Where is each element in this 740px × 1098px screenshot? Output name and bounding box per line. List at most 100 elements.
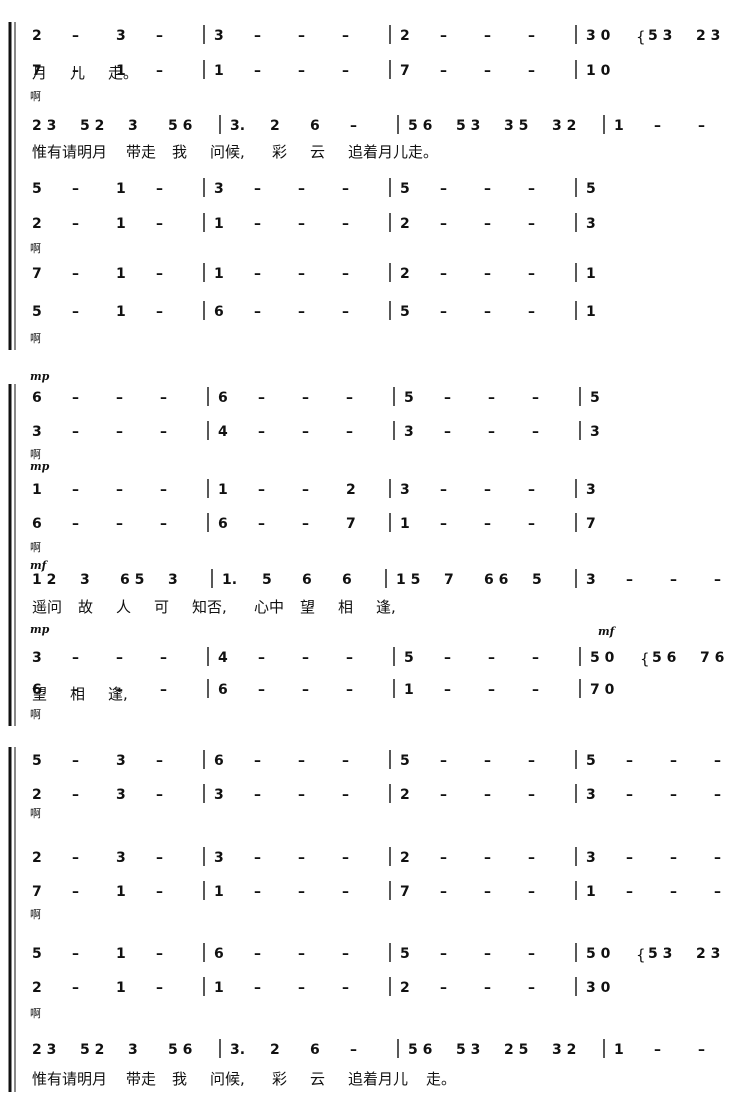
dash-mark: – [254,216,261,232]
hum-syllable: 啊 [30,242,41,255]
note-token: 2 3 [32,1042,56,1058]
note-token: 2 [270,118,280,134]
dash-mark: – [156,884,163,900]
dash-mark: – [342,28,349,44]
dash-mark: – [440,63,447,79]
dash-mark: – [72,28,79,44]
note-token: 1 [116,181,126,197]
note-token: 2 [400,850,410,866]
note-token: 1 [614,1042,624,1058]
dash-mark: – [440,482,447,498]
systems: 2 – 3 – 3 – – – 2 – – – 3 0 {5 3 2 3 1 7 – 1 – 1 – – – 7 – – – 1 0 月 儿… [8,22,724,1092]
note-token: 5 [32,946,42,962]
dash-mark: – [302,390,309,406]
dash-mark: – [342,946,349,962]
dash-mark: – [484,28,491,44]
dash-mark: – [156,181,163,197]
dash-mark: – [528,850,535,866]
dash-mark: – [440,980,447,996]
dash-mark: – [528,63,535,79]
dash-mark: – [160,516,167,532]
note-token: 1 [218,482,228,498]
dash-mark: – [342,216,349,232]
note-token: 2 3 [32,118,56,134]
dash-mark: – [670,787,677,803]
lyric-text: 追着月儿 [348,1070,408,1088]
note-token: 6 [214,304,224,320]
note-token: 5 6 [652,650,676,666]
note-token: 6 [218,516,228,532]
dash-mark: – [346,424,353,440]
dash-mark: – [714,884,721,900]
note-token: 1 [116,266,126,282]
lyric-text: 带走 [126,143,156,161]
dash-mark: – [346,650,353,666]
note-token: 2 [400,980,410,996]
dash-mark: – [254,884,261,900]
dash-mark: – [298,63,305,79]
note-token: 1 [116,884,126,900]
note-token: 7 [400,63,410,79]
note-token: 3 [586,787,596,803]
note-token: 1 [116,980,126,996]
dash-mark: – [302,516,309,532]
dash-mark: – [258,682,265,698]
dash-mark: – [440,787,447,803]
note-token: 5 6 [168,1042,192,1058]
lyric-text: 逢, [108,685,128,703]
dash-mark: – [258,482,265,498]
dash-mark: – [484,482,491,498]
note-token: 5 3 [456,1042,480,1058]
dash-mark: – [156,946,163,962]
note-token: 1 [214,980,224,996]
note-token: 5 [262,572,272,588]
lyric-text: 我 [172,143,187,161]
lyric-text: 遥问 [32,598,62,616]
dash-mark: – [488,682,495,698]
dash-mark: – [532,390,539,406]
dynamic-mp: mp [30,370,50,383]
note-token: 3 2 [552,1042,576,1058]
dash-mark: – [484,63,491,79]
dash-mark: – [714,850,721,866]
dash-mark: – [528,304,535,320]
lyric-text: 故 [78,598,93,616]
note-token: 3 [116,28,126,44]
lyric-text: 走。 [426,1070,456,1088]
dash-mark: – [160,682,167,698]
dash-mark: – [254,63,261,79]
note-token: 2 [400,787,410,803]
dash-mark: – [298,181,305,197]
note-token: 3 [168,572,178,588]
note-token: 5 [32,753,42,769]
dash-mark: – [116,424,123,440]
dash-mark: – [654,1042,661,1058]
note-token: 6 [310,1042,320,1058]
hum-syllable: 啊 [30,448,41,461]
dash-mark: – [484,753,491,769]
dash-mark: – [342,181,349,197]
note-token: 6 [218,390,228,406]
dash-mark: – [254,753,261,769]
note-token: 3 [116,787,126,803]
dash-mark: – [156,753,163,769]
note-token: 2 [346,482,356,498]
note-token: 2 3 [696,28,720,44]
hum-syllable: 啊 [30,541,41,554]
dash-mark: – [72,884,79,900]
note-token: 5 [532,572,542,588]
note-token: 7 [32,266,42,282]
dash-mark: – [342,266,349,282]
note-token: 3 [214,850,224,866]
dash-mark: – [670,884,677,900]
note-token: 5 [586,181,596,197]
dash-mark: – [440,884,447,900]
dash-mark: – [258,650,265,666]
dash-mark: – [444,682,451,698]
note-token: 1 [214,884,224,900]
hum-syllable: 啊 [30,708,41,721]
note-token: 2 [32,787,42,803]
dash-mark: – [298,753,305,769]
note-token: 3 0 [586,28,611,44]
